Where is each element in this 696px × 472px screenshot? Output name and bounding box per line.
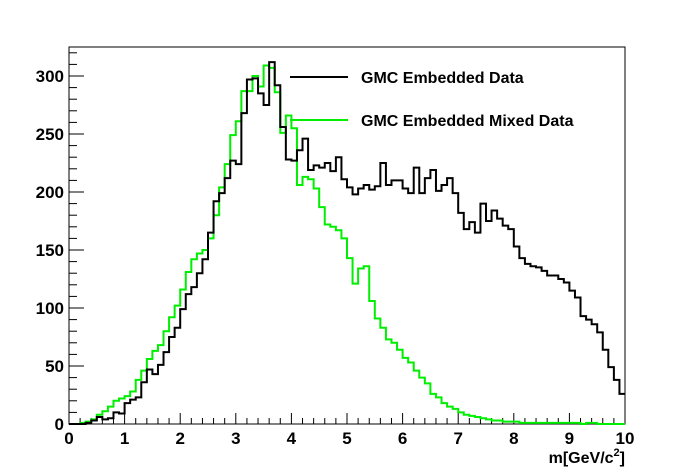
y-tick-label: 100 xyxy=(36,299,64,318)
y-axis-ticks: 0 50 100 150 200 250 300 xyxy=(36,52,84,434)
plot-frame xyxy=(68,46,626,425)
x-tick-label: 7 xyxy=(453,429,462,448)
y-tick-label: 50 xyxy=(45,357,64,376)
legend: GMC Embedded Data GMC Embedded Mixed Dat… xyxy=(290,70,574,130)
x-axis-title-superscript: 2 xyxy=(614,447,620,459)
y-tick-label: 250 xyxy=(36,125,64,144)
series-line-0 xyxy=(69,61,625,425)
x-tick-label: 5 xyxy=(342,429,351,448)
x-tick-label: 2 xyxy=(175,429,184,448)
x-axis-ticks: 0 1 2 3 4 5 6 7 8 9 10 xyxy=(64,413,634,448)
series-layer xyxy=(69,61,625,425)
x-tick-label: 10 xyxy=(616,429,635,448)
y-tick-label: 150 xyxy=(36,241,64,260)
x-tick-label: 4 xyxy=(287,429,297,448)
legend-label-embedded: GMC Embedded Data xyxy=(361,70,524,87)
x-tick-label: 3 xyxy=(231,429,240,448)
x-tick-label: 8 xyxy=(509,429,518,448)
x-axis-title: m[GeV/c2] xyxy=(549,447,625,467)
y-tick-label: 0 xyxy=(55,415,64,434)
x-tick-label: 9 xyxy=(565,429,574,448)
y-tick-label: 200 xyxy=(36,183,64,202)
y-tick-label: 300 xyxy=(36,67,64,86)
x-tick-label: 0 xyxy=(64,429,73,448)
series-line-1 xyxy=(69,64,625,425)
x-axis-title-close: ] xyxy=(620,450,625,467)
x-tick-label: 1 xyxy=(120,429,129,448)
legend-label-mixed: GMC Embedded Mixed Data xyxy=(361,113,574,130)
x-axis-title-main: m[GeV/c xyxy=(549,450,614,467)
x-tick-label: 6 xyxy=(398,429,407,448)
